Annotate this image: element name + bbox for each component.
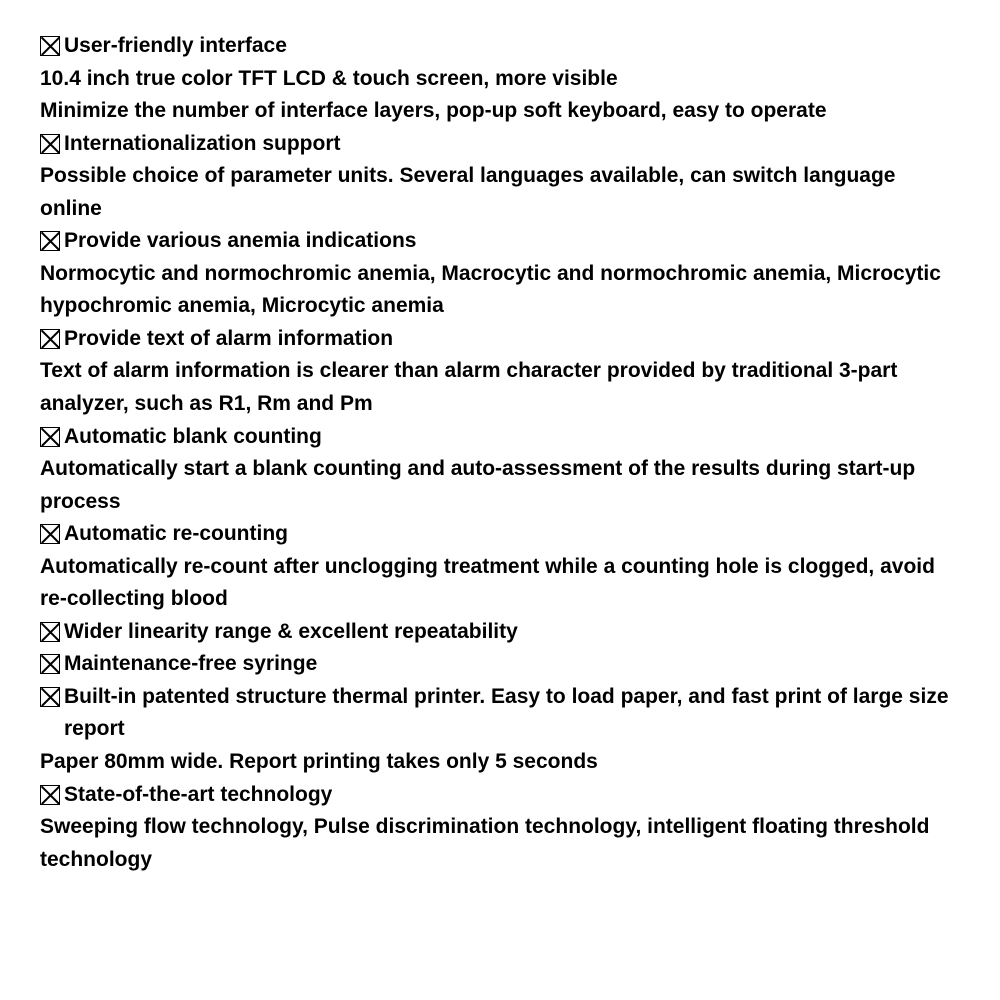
line-text: Provide various anemia indications <box>64 225 416 258</box>
line-text: State-of-the-art technology <box>64 779 332 812</box>
line-text: Automatic re-counting <box>64 518 288 551</box>
crossed-box-icon <box>40 36 60 56</box>
line-text: Maintenance-free syringe <box>64 648 317 681</box>
feature-body-line: Automatically re-count after unclogging … <box>40 551 960 616</box>
crossed-box-icon <box>40 231 60 251</box>
feature-body-line: Minimize the number of interface layers,… <box>40 95 960 128</box>
crossed-box-icon <box>40 622 60 642</box>
line-text: Automatically start a blank counting and… <box>40 457 915 513</box>
crossed-box-icon <box>40 524 60 544</box>
crossed-box-icon <box>40 134 60 154</box>
feature-heading-line: Internationalization support <box>40 128 960 161</box>
feature-body-line: Normocytic and normochromic anemia, Macr… <box>40 258 960 323</box>
feature-body-line: Sweeping flow technology, Pulse discrimi… <box>40 811 960 876</box>
line-text: Normocytic and normochromic anemia, Macr… <box>40 262 941 318</box>
line-text: Paper 80mm wide. Report printing takes o… <box>40 750 598 773</box>
feature-heading-line: Built-in patented structure thermal prin… <box>40 681 960 746</box>
feature-heading-line: User-friendly interface <box>40 30 960 63</box>
line-text: Automatically re-count after unclogging … <box>40 555 935 611</box>
line-text: Provide text of alarm information <box>64 323 393 356</box>
feature-heading-line: Maintenance-free syringe <box>40 648 960 681</box>
feature-heading-line: Wider linearity range & excellent repeat… <box>40 616 960 649</box>
line-text: Wider linearity range & excellent repeat… <box>64 616 518 649</box>
crossed-box-icon <box>40 785 60 805</box>
crossed-box-icon <box>40 687 60 707</box>
line-text: Possible choice of parameter units. Seve… <box>40 164 895 220</box>
feature-body-line: Automatically start a blank counting and… <box>40 453 960 518</box>
line-text: 10.4 inch true color TFT LCD & touch scr… <box>40 67 618 90</box>
feature-heading-line: Automatic re-counting <box>40 518 960 551</box>
feature-body-line: Paper 80mm wide. Report printing takes o… <box>40 746 960 779</box>
feature-heading-line: Provide text of alarm information <box>40 323 960 356</box>
crossed-box-icon <box>40 329 60 349</box>
feature-body-line: Text of alarm information is clearer tha… <box>40 355 960 420</box>
feature-body-line: Possible choice of parameter units. Seve… <box>40 160 960 225</box>
feature-heading-line: Provide various anemia indications <box>40 225 960 258</box>
feature-heading-line: State-of-the-art technology <box>40 779 960 812</box>
crossed-box-icon <box>40 654 60 674</box>
crossed-box-icon <box>40 427 60 447</box>
line-text: Minimize the number of interface layers,… <box>40 99 827 122</box>
document-body: User-friendly interface 10.4 inch true co… <box>0 0 1000 906</box>
line-text: Automatic blank counting <box>64 421 322 454</box>
feature-heading-line: Automatic blank counting <box>40 421 960 454</box>
line-text: Built-in patented structure thermal prin… <box>64 681 960 746</box>
line-text: Text of alarm information is clearer tha… <box>40 359 897 415</box>
line-text: User-friendly interface <box>64 30 287 63</box>
feature-body-line: 10.4 inch true color TFT LCD & touch scr… <box>40 63 960 96</box>
line-text: Sweeping flow technology, Pulse discrimi… <box>40 815 929 871</box>
line-text: Internationalization support <box>64 128 341 161</box>
